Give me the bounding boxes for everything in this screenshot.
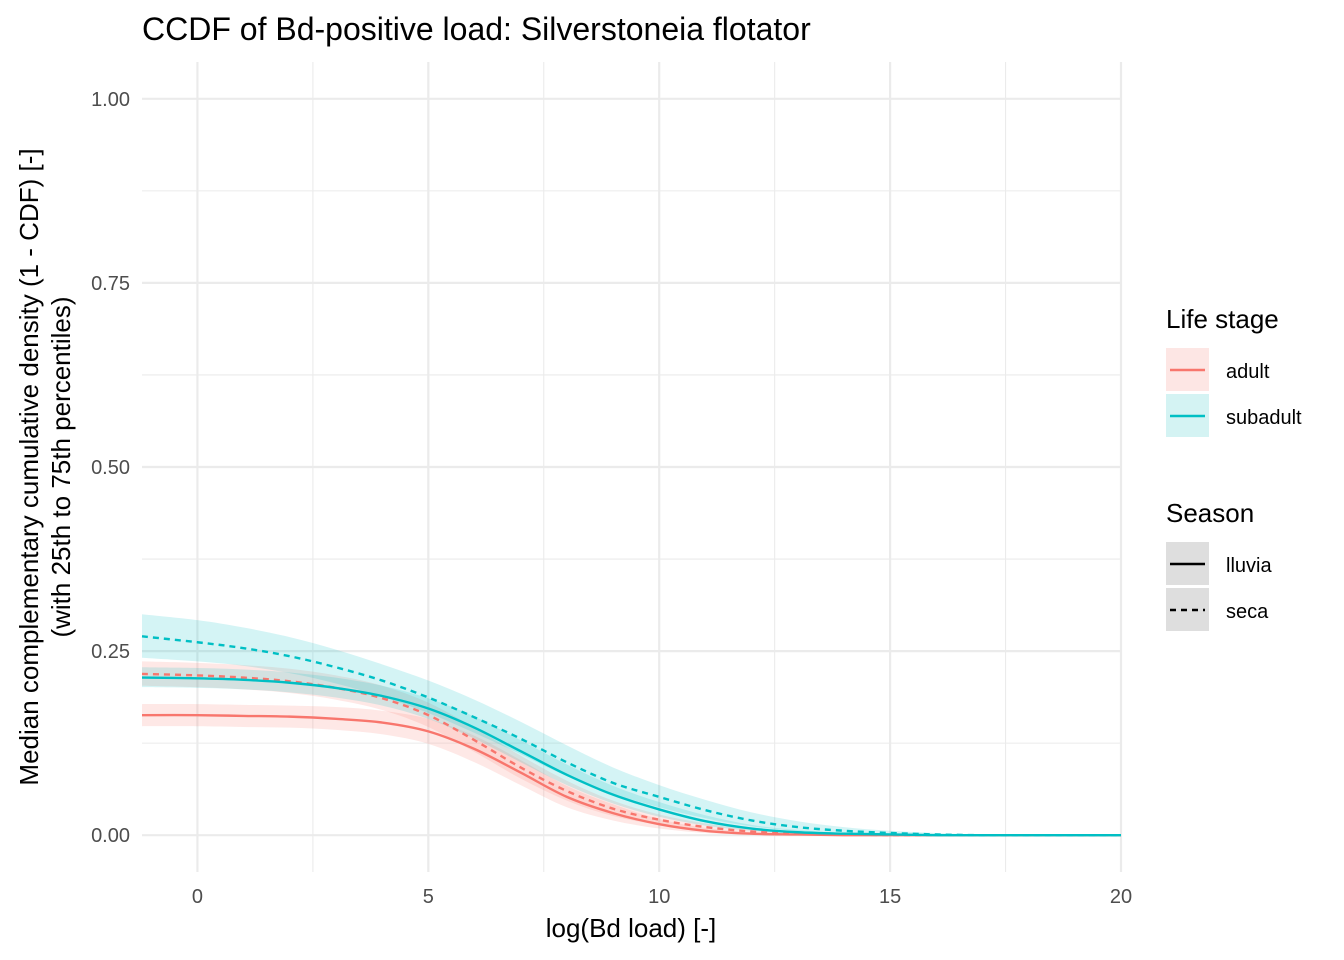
grid [142,62,1123,872]
x-axis-ticks: 0 5 10 15 20 [192,886,1132,908]
band-subadult-seca [142,614,1121,836]
legend-key-seca [1166,588,1209,631]
band-adult-lluvia [142,704,1121,836]
legend-label-lluvia: lluvia [1226,555,1272,577]
y-tick-label: 0.50 [91,457,130,479]
chart-title: CCDF of Bd-positive load: Silverstoneia … [142,11,811,47]
legend-title-life-stage: Life stage [1166,304,1279,334]
y-axis-title-line-1: Median complementary cumulative density … [14,148,44,785]
x-tick-label: 15 [879,886,901,908]
legend-key-subadult [1166,394,1209,437]
x-tick-label: 10 [648,886,670,908]
y-tick-label: 0.25 [91,641,130,663]
x-tick-label: 0 [192,886,203,908]
y-axis-title-line-2: (with 25th to 75th percentiles) [46,296,76,637]
legend-label-subadult: subadult [1226,407,1302,429]
legend: Life stage adult subadult Season lluvia … [1166,304,1302,631]
x-tick-label: 5 [423,886,434,908]
y-tick-label: 0.00 [91,825,130,847]
y-axis-ticks: 0.00 0.25 0.50 0.75 1.00 [91,89,130,847]
x-tick-label: 20 [1110,886,1132,908]
legend-title-season: Season [1166,498,1254,528]
series-lines [141,635,1121,837]
x-axis-title: log(Bd load) [-] [546,913,717,943]
y-tick-label: 0.75 [91,273,130,295]
legend-key-adult [1166,348,1209,391]
y-tick-label: 1.00 [91,89,130,111]
band-adult-seca [142,661,1121,836]
legend-label-seca: seca [1226,601,1269,623]
legend-label-adult: adult [1226,361,1270,383]
line-subadult-seca [141,635,1121,837]
legend-key-lluvia [1166,542,1209,585]
